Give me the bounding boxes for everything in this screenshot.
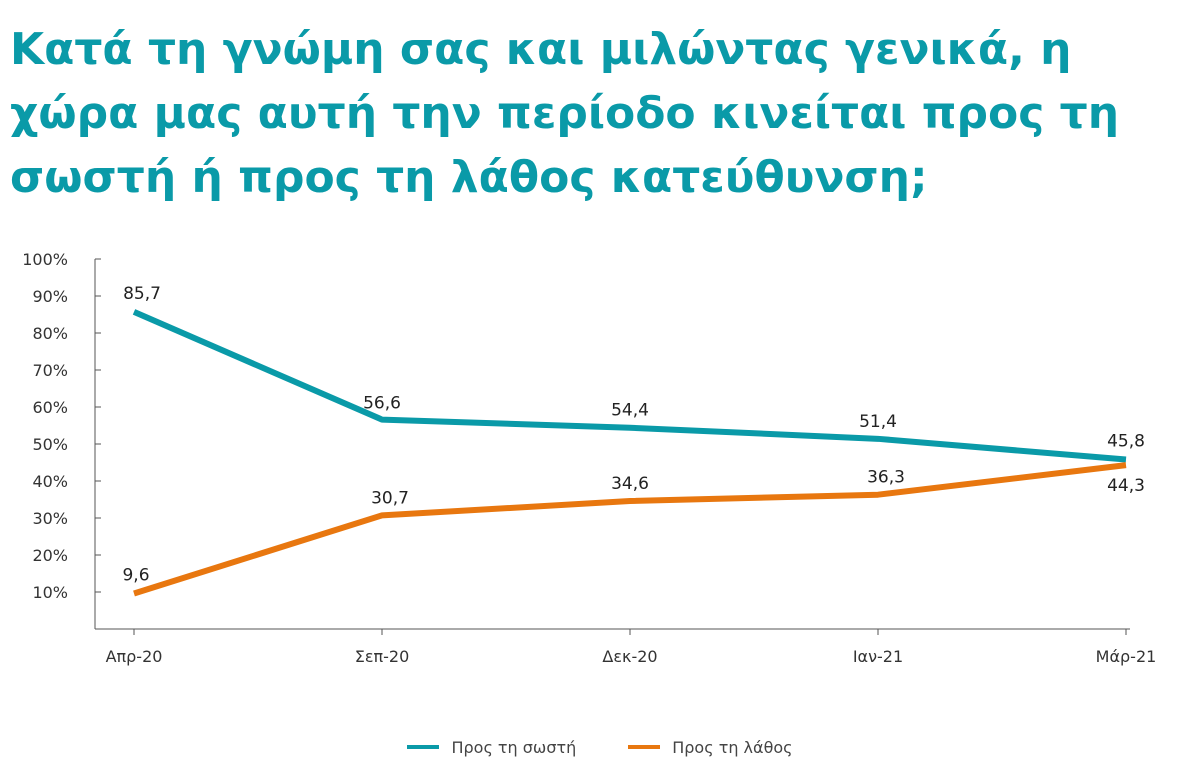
y-tick-label: 90%	[32, 287, 68, 306]
legend-swatch-correct	[407, 745, 440, 749]
data-label: 85,7	[123, 284, 161, 304]
data-label: 44,3	[1107, 476, 1145, 496]
y-tick-label: 20%	[32, 546, 68, 565]
y-tick-label: 50%	[32, 435, 68, 454]
data-label: 54,4	[611, 401, 649, 421]
chart-title: Κατά τη γνώμη σας και μιλώντας γενικά, η…	[10, 24, 1120, 203]
y-tick-label: 70%	[32, 361, 68, 380]
data-label: 30,7	[371, 488, 409, 508]
series-line-0	[132, 309, 1127, 463]
series-line-1	[133, 462, 1127, 597]
legend-label-wrong: Προς τη λάθος	[672, 737, 793, 757]
data-label: 9,6	[122, 565, 149, 585]
data-label: 56,6	[363, 394, 401, 414]
legend-item-correct: Προς τη σωστή	[407, 738, 576, 757]
legend-item-wrong: Προς τη λάθος	[628, 737, 793, 757]
x-tick-label: Απρ-20	[106, 647, 163, 666]
data-label: 34,6	[611, 474, 649, 494]
chart-legend: Προς τη σωστή Προς τη λάθος	[0, 732, 1200, 762]
y-tick-label: 40%	[32, 472, 68, 491]
y-tick-label: 10%	[32, 583, 68, 602]
y-tick-label: 30%	[32, 509, 68, 528]
x-tick-label: Σεπ-20	[355, 647, 410, 666]
y-tick-label: 100%	[22, 250, 68, 269]
data-label: 36,3	[867, 468, 905, 488]
x-tick-label: Δεκ-20	[602, 647, 657, 666]
legend-swatch-wrong	[628, 745, 661, 749]
data-label: 51,4	[859, 412, 897, 432]
y-tick-label: 80%	[32, 324, 68, 343]
data-label: 45,8	[1107, 432, 1145, 452]
y-tick-label: 60%	[32, 398, 68, 417]
x-tick-label: Ιαν-21	[853, 647, 903, 666]
x-tick-label: Μάρ-21	[1096, 647, 1157, 666]
line-chart: 10% 20% 30% 40% 50% 60% 70% 80% 90% 100% Απρ-20 Σεπ…	[22, 250, 1157, 666]
legend-label-correct: Προς τη σωστή	[451, 737, 577, 757]
